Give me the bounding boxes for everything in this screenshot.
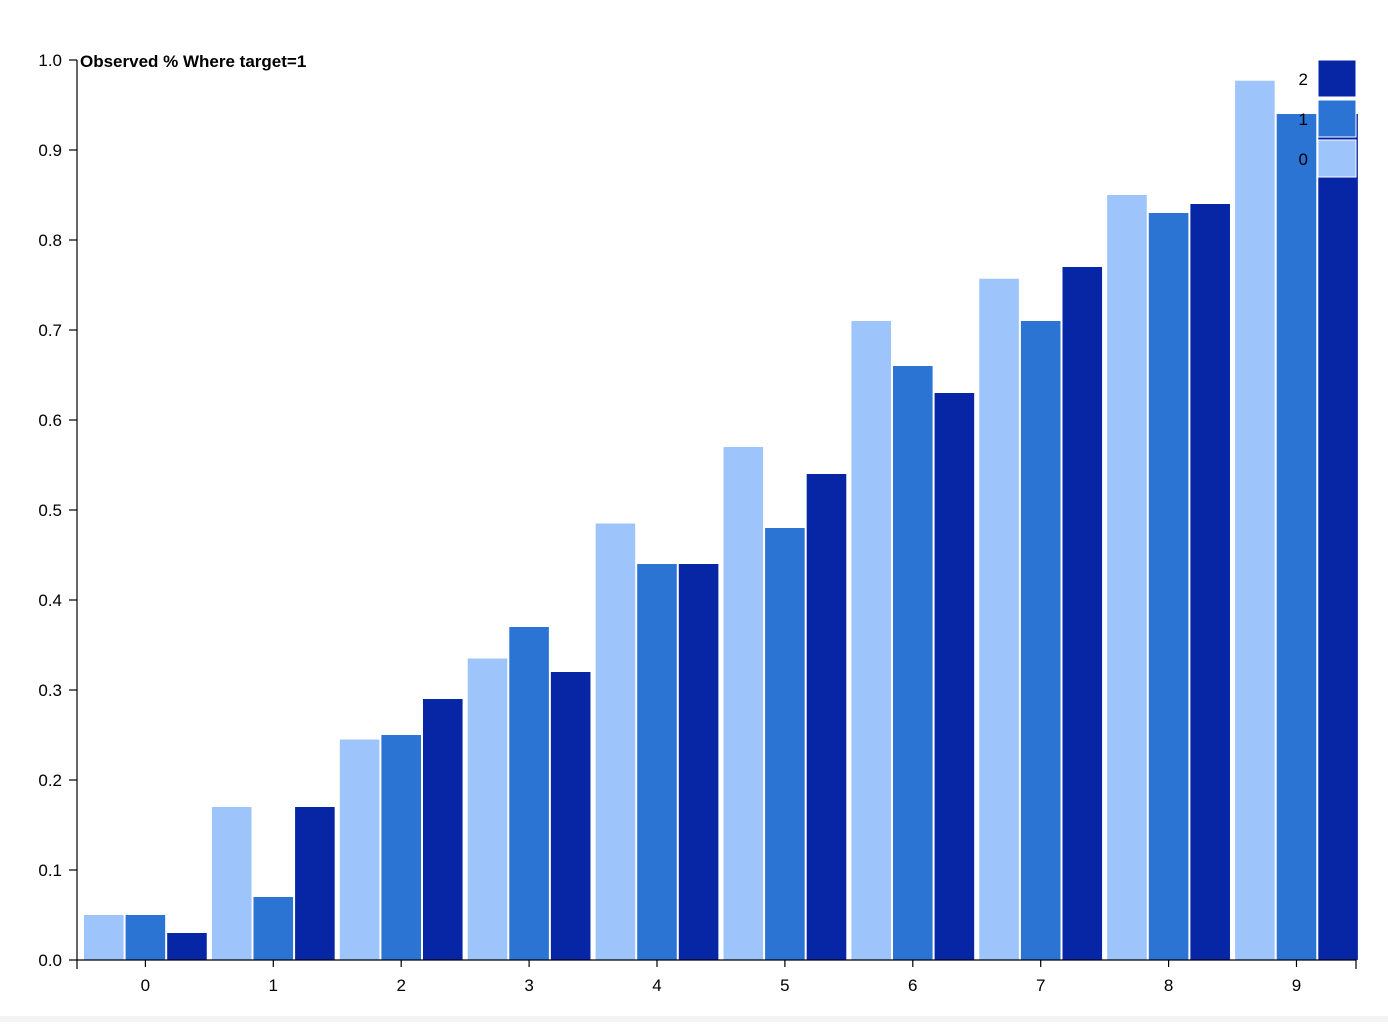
- legend-swatch-2: [1317, 59, 1357, 98]
- y-tick-label: 0.6: [38, 411, 62, 430]
- bar-cat-8-series-0: [1107, 195, 1147, 960]
- y-tick-label: 0.5: [38, 501, 62, 520]
- x-tick-label: 9: [1292, 976, 1301, 995]
- bar-cat-9-series-2: [1318, 114, 1358, 960]
- bar-cat-8-series-2: [1190, 204, 1230, 960]
- x-tick-label: 4: [652, 976, 661, 995]
- bar-cat-0-series-0: [84, 915, 124, 960]
- legend-label-0: 0: [1299, 150, 1308, 169]
- bar-cat-4-series-2: [678, 564, 719, 960]
- y-tick-label: 0.4: [38, 591, 62, 610]
- y-tick-label: 0.1: [38, 861, 62, 880]
- legend-swatch-1: [1317, 99, 1357, 138]
- bar-cat-1-series-1: [253, 897, 294, 960]
- bar-cat-0-series-2: [167, 933, 207, 960]
- x-tick-label: 7: [1036, 976, 1045, 995]
- bar-cat-9-series-1: [1276, 114, 1317, 960]
- bar-cat-9-series-0: [1235, 80, 1275, 960]
- bar-cat-2-series-1: [381, 735, 421, 960]
- legend: 2 1 0: [1299, 59, 1357, 178]
- x-tick-label: 2: [396, 976, 405, 995]
- bar-cat-6-series-2: [934, 393, 975, 960]
- bar-cat-2-series-0: [339, 739, 380, 960]
- x-tick-label: 5: [780, 976, 789, 995]
- y-tick-label: 0.7: [38, 321, 62, 340]
- bars-layer: [84, 80, 1358, 960]
- bar-cat-0-series-1: [125, 915, 166, 960]
- x-tick-label: 3: [524, 976, 533, 995]
- bar-cat-1-series-2: [295, 807, 335, 960]
- bar-cat-3-series-1: [509, 627, 549, 960]
- chart-title: Observed % Where target=1: [80, 52, 306, 71]
- bottom-scroll-strip: [0, 1016, 1388, 1022]
- axes-layer: 0.0 0.1 0.2 0.3 0.4 0.5 0.6 0.7 0.8 0.9 1.0 0 1 2 3 4 5 6…: [38, 51, 1357, 995]
- y-tick-label: 0.2: [38, 771, 62, 790]
- bar-cat-5-series-2: [806, 474, 847, 960]
- y-tick-label: 0.8: [38, 231, 62, 250]
- bar-cat-8-series-1: [1148, 213, 1189, 960]
- x-tick-label: 6: [908, 976, 917, 995]
- bar-cat-3-series-0: [467, 658, 508, 960]
- x-tick-label: 8: [1164, 976, 1173, 995]
- bar-cat-7-series-2: [1062, 267, 1103, 960]
- y-tick-label: 0.9: [38, 141, 62, 160]
- legend-label-1: 1: [1299, 110, 1308, 129]
- y-tick-label: 1.0: [38, 51, 62, 70]
- bar-cat-6-series-1: [892, 366, 933, 960]
- y-tick-label: 0.0: [38, 951, 62, 970]
- x-tick-label: 0: [141, 976, 150, 995]
- bar-cat-2-series-2: [422, 699, 463, 960]
- y-tick-label: 0.3: [38, 681, 62, 700]
- bar-cat-3-series-2: [550, 672, 591, 960]
- bar-cat-5-series-0: [723, 447, 764, 960]
- bar-cat-7-series-1: [1020, 321, 1061, 960]
- bar-cat-1-series-0: [211, 807, 252, 960]
- legend-label-2: 2: [1299, 70, 1308, 89]
- bar-cat-4-series-1: [637, 564, 677, 960]
- legend-swatch-0: [1317, 139, 1357, 178]
- bar-cat-4-series-0: [595, 523, 636, 960]
- bar-cat-6-series-0: [851, 321, 891, 960]
- bar-cat-7-series-0: [979, 278, 1019, 960]
- x-tick-label: 1: [269, 976, 278, 995]
- bar-cat-5-series-1: [765, 528, 805, 960]
